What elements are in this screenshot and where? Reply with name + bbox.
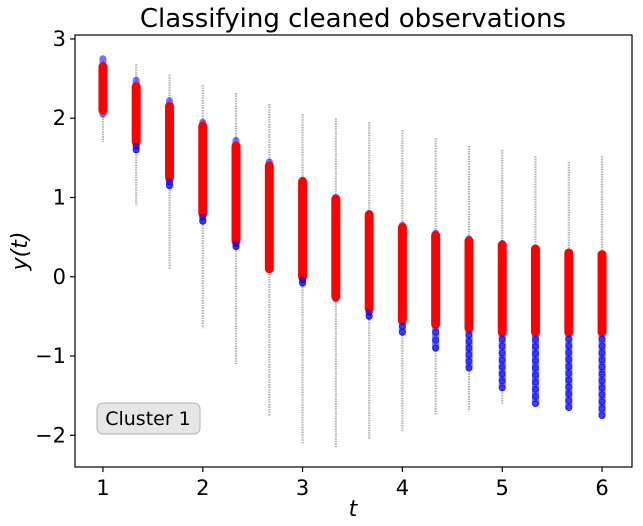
classified-point — [531, 371, 539, 379]
classified-point — [565, 383, 573, 391]
classified-point — [398, 322, 406, 330]
classified-point — [598, 370, 606, 378]
classified-point — [531, 392, 539, 400]
annotation-text: Cluster 1 — [105, 408, 191, 430]
classified-point — [132, 146, 140, 154]
classified-point — [498, 377, 506, 385]
cluster-annotation: Cluster 1 — [96, 402, 201, 435]
classified-point — [565, 376, 573, 384]
classified-point — [498, 370, 506, 378]
classified-point — [432, 344, 440, 352]
x-tick-label: 4 — [396, 476, 409, 500]
classified-point — [531, 385, 539, 393]
classified-point — [531, 350, 539, 358]
y-tick-label: −2 — [35, 423, 66, 447]
plot-area — [98, 55, 607, 448]
classified-point — [432, 336, 440, 344]
classified-point — [498, 363, 506, 371]
classified-point — [299, 279, 307, 287]
column-12 — [464, 145, 474, 412]
classified-point — [465, 344, 473, 352]
classified-point — [565, 397, 573, 405]
classified-point — [531, 400, 539, 408]
classified-point — [598, 384, 606, 392]
column-5 — [231, 92, 241, 364]
x-tick-label: 5 — [496, 476, 509, 500]
classified-point — [598, 342, 606, 350]
classified-point — [465, 357, 473, 365]
x-axis-label: t — [349, 497, 359, 522]
y-tick-label: 3 — [53, 27, 66, 51]
classified-point — [498, 349, 506, 357]
classified-point — [598, 405, 606, 413]
classified-point — [565, 362, 573, 370]
axes-frame — [74, 34, 633, 468]
column-15 — [564, 161, 574, 412]
classified-point — [565, 356, 573, 364]
column-13 — [497, 149, 507, 404]
classified-point — [465, 331, 473, 339]
column-10 — [397, 130, 407, 432]
classified-point — [565, 349, 573, 357]
classified-point — [565, 342, 573, 350]
y-axis: −2 −1 0 1 2 3 — [35, 27, 75, 447]
classified-point — [465, 364, 473, 372]
y-tick-label: 2 — [53, 106, 66, 130]
x-axis: 1 2 3 4 5 6 — [96, 467, 609, 500]
classified-point — [565, 369, 573, 377]
classified-point — [565, 404, 573, 412]
column-2 — [131, 64, 141, 206]
x-tick-label: 2 — [196, 476, 209, 500]
classified-point — [565, 335, 573, 343]
classified-point — [432, 328, 440, 336]
classified-point — [232, 243, 240, 251]
classified-point — [531, 378, 539, 386]
y-tick-label: 0 — [53, 265, 66, 289]
classified-point — [498, 356, 506, 364]
classified-point — [598, 377, 606, 385]
classified-point — [598, 363, 606, 371]
chart-title: Classifying cleaned observations — [140, 4, 566, 34]
classified-point — [498, 384, 506, 392]
classified-point — [465, 351, 473, 359]
y-tick-label: 1 — [53, 185, 66, 209]
classified-point — [598, 391, 606, 399]
classified-point — [531, 343, 539, 351]
y-axis-label: y(t) — [8, 232, 33, 272]
classified-point — [598, 356, 606, 364]
column-16 — [597, 156, 607, 419]
classified-point — [531, 357, 539, 365]
column-9 — [364, 122, 374, 440]
annotation-box — [96, 402, 201, 435]
classified-point — [598, 335, 606, 343]
classified-point — [531, 335, 539, 343]
classified-point — [199, 217, 207, 225]
y-tick-label: −1 — [35, 344, 66, 368]
column-14 — [530, 156, 540, 408]
column-11 — [431, 138, 441, 416]
classified-point — [166, 182, 174, 190]
x-tick-label: 6 — [595, 476, 608, 500]
classified-point — [498, 342, 506, 350]
classified-point — [498, 335, 506, 343]
classified-point — [531, 364, 539, 372]
classified-point — [598, 411, 606, 419]
classified-point — [465, 337, 473, 345]
classified-point — [398, 328, 406, 336]
column-7 — [298, 114, 308, 444]
column-4 — [198, 84, 208, 329]
classified-point — [598, 398, 606, 406]
classified-point — [598, 349, 606, 357]
x-tick-label: 3 — [296, 476, 309, 500]
classified-point — [565, 390, 573, 398]
classified-point — [365, 312, 373, 320]
x-tick-label: 1 — [96, 476, 109, 500]
column-3 — [165, 74, 175, 269]
